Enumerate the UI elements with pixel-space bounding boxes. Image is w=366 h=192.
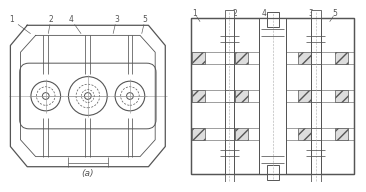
Text: (b): (b) xyxy=(266,172,279,181)
Bar xyxy=(311,51,321,65)
Text: 1: 1 xyxy=(193,9,197,18)
Bar xyxy=(225,127,235,141)
Text: (a): (a) xyxy=(82,169,94,178)
Bar xyxy=(192,127,205,141)
Bar xyxy=(311,18,321,174)
Bar xyxy=(311,89,321,103)
Bar xyxy=(192,89,205,103)
Bar xyxy=(311,127,321,141)
Bar xyxy=(225,51,234,65)
Bar xyxy=(225,18,234,174)
Bar xyxy=(259,18,287,174)
Bar xyxy=(335,51,348,65)
Bar xyxy=(225,51,234,65)
Bar xyxy=(298,127,311,141)
Bar xyxy=(311,51,321,65)
Bar xyxy=(235,127,248,141)
Bar xyxy=(266,165,279,180)
Text: 5: 5 xyxy=(332,9,337,18)
Text: 2: 2 xyxy=(48,15,53,24)
Bar xyxy=(298,89,311,103)
Bar xyxy=(192,51,205,65)
Text: 2: 2 xyxy=(232,9,237,18)
Bar xyxy=(266,12,279,27)
Bar xyxy=(225,89,235,103)
Text: 5: 5 xyxy=(143,15,147,24)
Bar xyxy=(225,89,234,103)
Text: 3: 3 xyxy=(114,15,119,24)
Bar xyxy=(311,10,321,18)
Text: 4: 4 xyxy=(68,15,74,24)
Bar xyxy=(311,174,321,182)
Text: 1: 1 xyxy=(9,15,14,24)
Bar xyxy=(225,174,234,182)
Bar xyxy=(335,89,348,103)
Bar xyxy=(235,51,248,65)
Text: 3: 3 xyxy=(308,9,313,18)
Bar xyxy=(225,127,234,141)
Bar xyxy=(298,51,311,65)
Text: 4: 4 xyxy=(262,9,266,18)
Bar xyxy=(259,18,287,174)
Bar xyxy=(225,10,234,18)
Bar xyxy=(235,89,248,103)
Bar xyxy=(311,127,321,141)
Bar xyxy=(311,18,321,174)
Bar xyxy=(335,127,348,141)
Bar xyxy=(311,89,321,103)
Bar xyxy=(225,18,234,174)
Bar xyxy=(225,51,235,65)
